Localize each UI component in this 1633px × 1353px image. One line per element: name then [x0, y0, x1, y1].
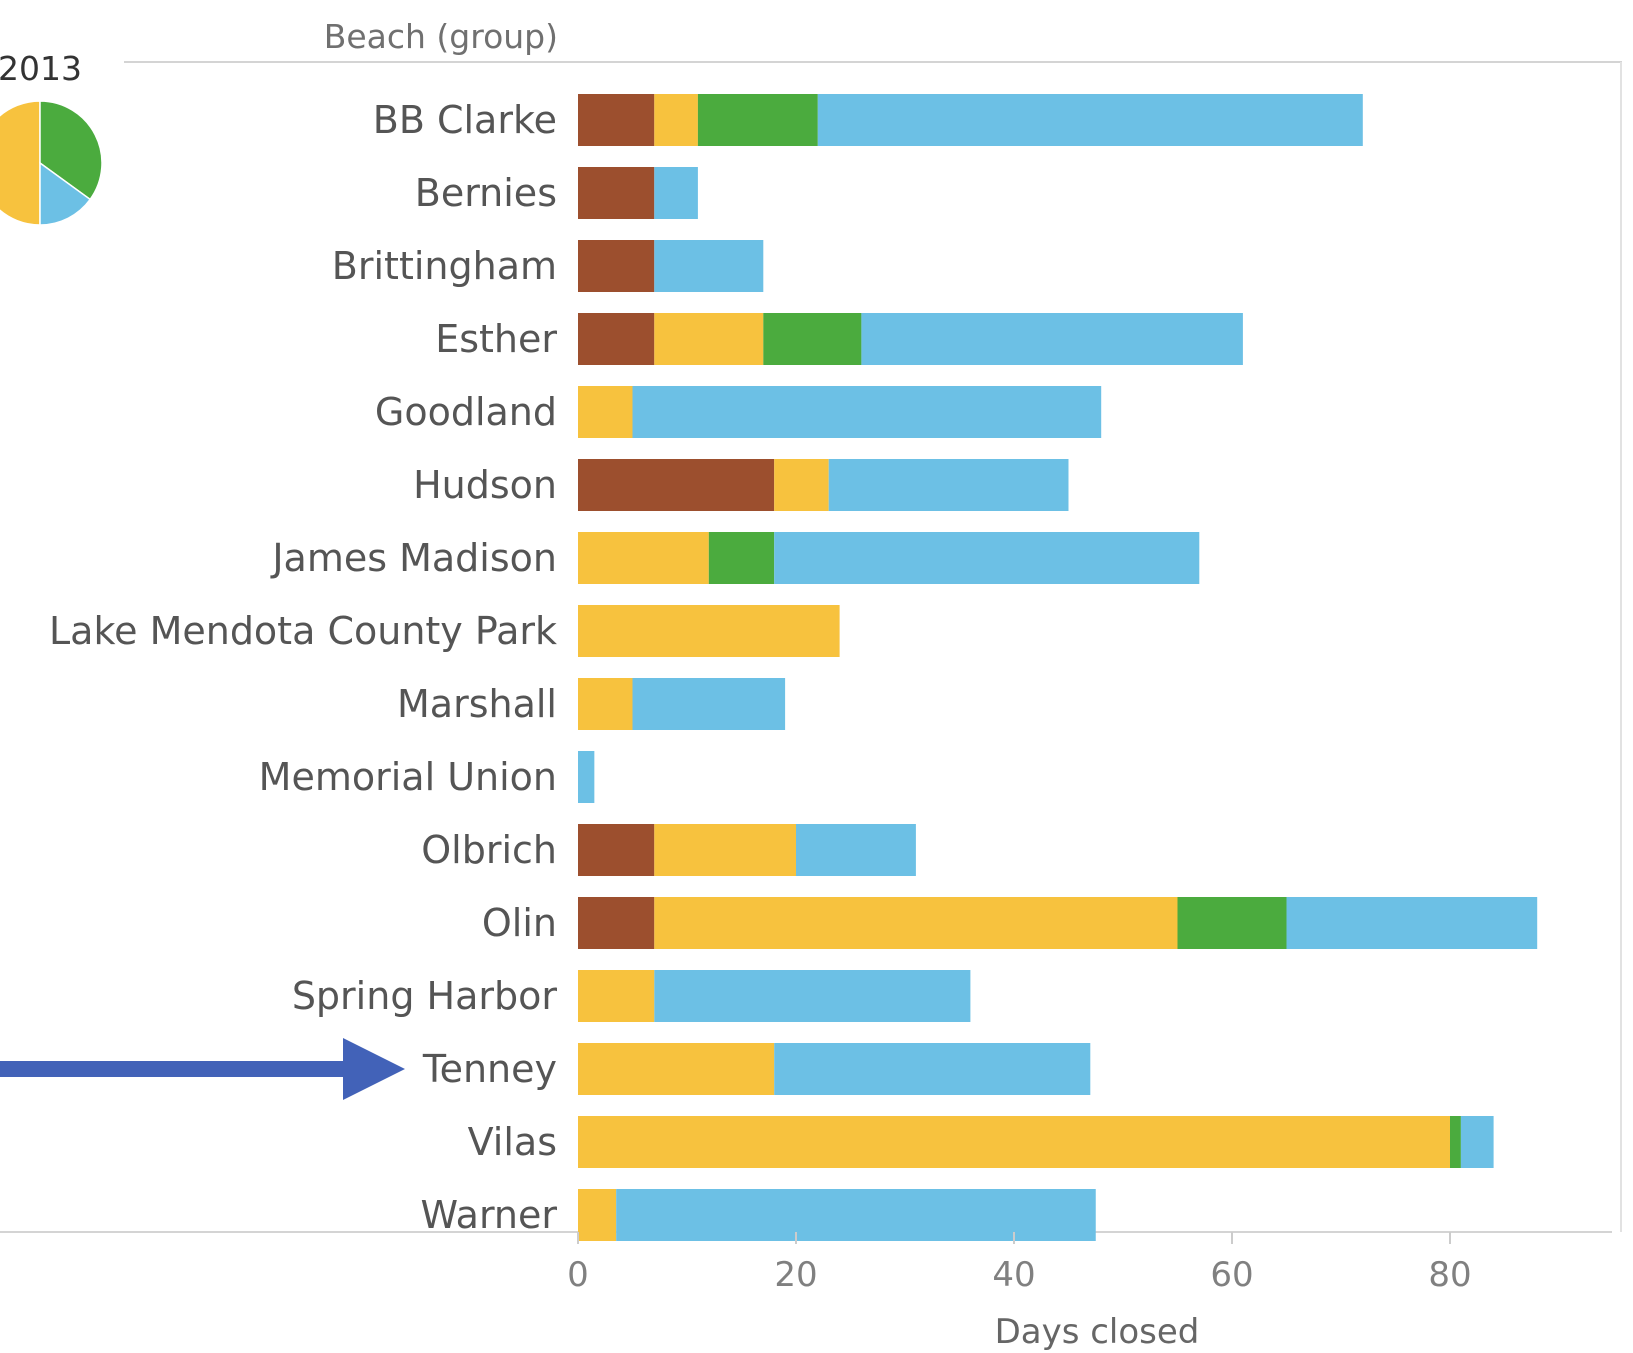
bar-segment [774, 459, 829, 511]
bar-segment [654, 897, 1178, 949]
bar-segment [632, 678, 786, 730]
bar-segment [578, 678, 633, 730]
tick-label: 20 [774, 1255, 817, 1295]
x-axis-ticks: 0 20 40 60 80 [567, 1232, 1472, 1295]
bar-segment [578, 94, 655, 146]
category-label: Hudson [413, 463, 557, 507]
bar-segment [578, 605, 840, 657]
highlight-arrow [0, 1038, 405, 1100]
category-label: Olbrich [421, 828, 557, 872]
bar-segment [654, 167, 698, 219]
x-axis-title: Days closed [995, 1312, 1200, 1352]
category-label: Brittingham [332, 244, 557, 288]
bar-segment [578, 1043, 775, 1095]
bar-segment [654, 240, 764, 292]
tick-label: 0 [567, 1255, 589, 1295]
tick-label: 60 [1210, 1255, 1253, 1295]
bar-segment [774, 1043, 1091, 1095]
bar-segment [578, 313, 655, 365]
category-label: Goodland [375, 390, 557, 434]
bar-segment [817, 94, 1363, 146]
category-label: Marshall [397, 682, 557, 726]
bar-segment [697, 94, 818, 146]
bar-segment [654, 970, 971, 1022]
category-label: Warner [421, 1193, 558, 1237]
arrow-shaft [0, 1061, 348, 1077]
pie-slice [0, 100, 41, 226]
category-label: James Madison [270, 536, 557, 580]
category-label: Spring Harbor [292, 974, 558, 1018]
bar-segment [578, 751, 595, 803]
bar-segment [763, 313, 862, 365]
category-label: BB Clarke [373, 98, 557, 142]
category-label: Olin [482, 901, 557, 945]
pie-slice [39, 100, 103, 201]
bar-segment [578, 532, 709, 584]
bar-segment [861, 313, 1243, 365]
bar-segment [774, 532, 1200, 584]
tick-label: 40 [992, 1255, 1035, 1295]
bar-segment [578, 386, 633, 438]
pie-year-label: 2013 [0, 49, 82, 88]
bar-segment [578, 459, 775, 511]
arrow-head [343, 1038, 405, 1100]
bar-segment [708, 532, 775, 584]
bar-segment [578, 240, 655, 292]
bar-segment [578, 1189, 617, 1241]
category-label: Lake Mendota County Park [49, 609, 557, 653]
bar-segment [654, 313, 764, 365]
bar-segment [578, 824, 655, 876]
bar-segment [578, 970, 655, 1022]
bar-segment [1177, 897, 1287, 949]
beach-group-header: Beach (group) [324, 17, 558, 56]
category-label: Vilas [468, 1120, 557, 1164]
category-labels: BB Clarke Bernies Brittingham Esther Goodlan… [49, 98, 557, 1237]
bar-segment [796, 824, 916, 876]
bar-segment [828, 459, 1069, 511]
inset-pie-chart [0, 100, 103, 226]
category-label: Esther [435, 317, 557, 361]
bar-segment [654, 94, 698, 146]
tick-label: 80 [1428, 1255, 1471, 1295]
pie-slice [39, 161, 92, 226]
bar-segment [632, 386, 1102, 438]
category-label: Memorial Union [259, 755, 557, 799]
bar-segment [578, 1116, 1450, 1168]
bar-segment [1286, 897, 1538, 949]
bars-layer [578, 94, 1538, 1241]
bar-segment [578, 897, 655, 949]
category-label: Bernies [415, 171, 557, 215]
category-label: Tenney [422, 1047, 557, 1091]
bar-segment [1460, 1116, 1494, 1168]
bar-segment [1450, 1116, 1461, 1168]
bar-segment [616, 1189, 1096, 1241]
bar-segment [654, 824, 796, 876]
bar-segment [578, 167, 655, 219]
